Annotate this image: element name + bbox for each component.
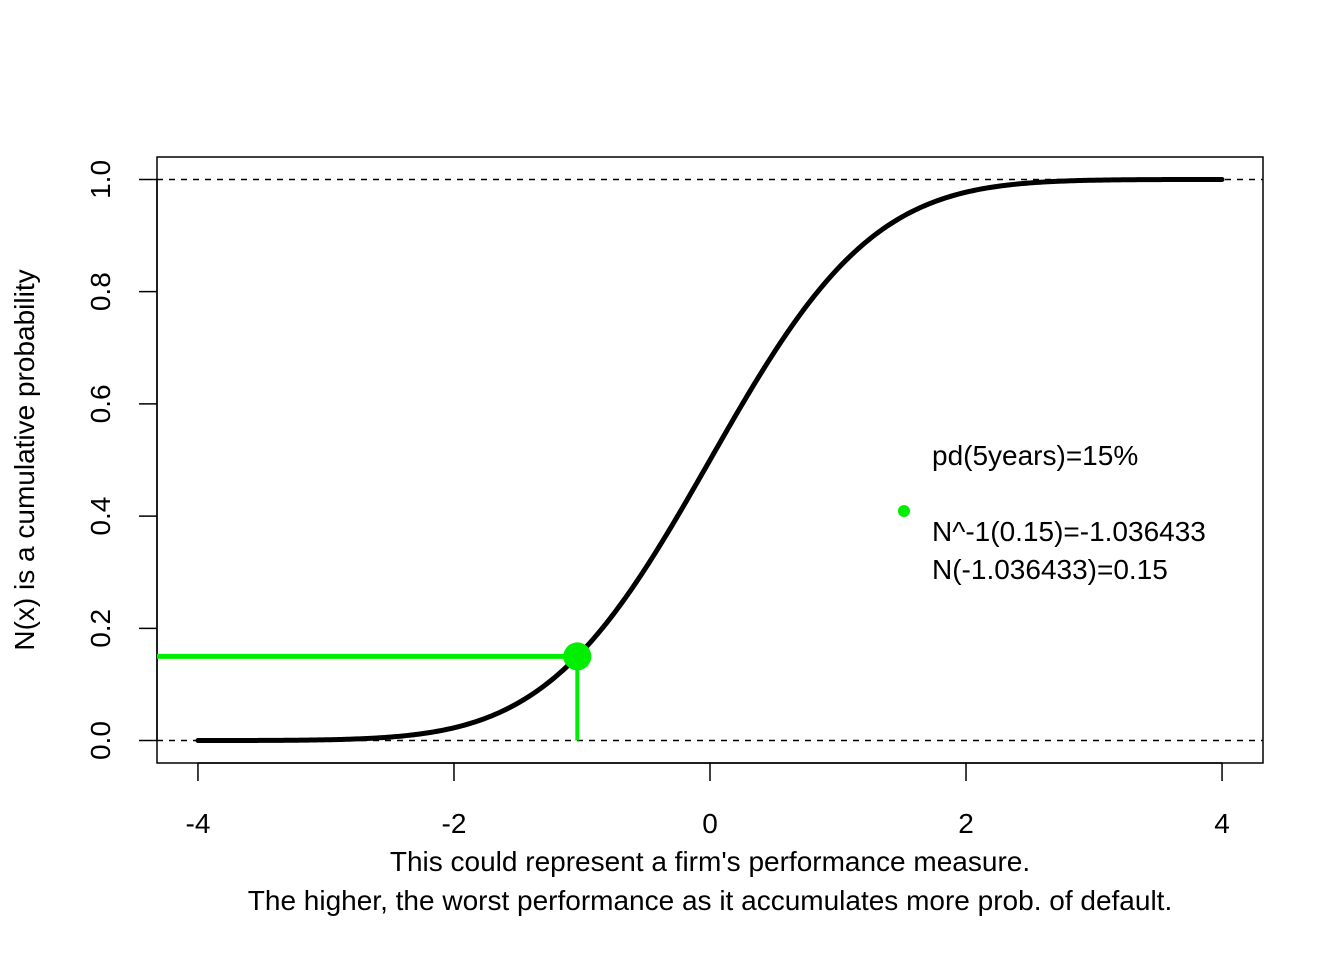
y-tick-label: 0.2 xyxy=(85,609,116,648)
x-tick-label: 4 xyxy=(1214,808,1230,839)
y-tick-label: 0.8 xyxy=(85,272,116,311)
cdf-curve xyxy=(195,176,1225,744)
y-tick-label: 0.0 xyxy=(85,721,116,760)
highlight-group xyxy=(157,642,592,741)
x-tick-label: -4 xyxy=(186,808,211,839)
y-tick-label: 0.6 xyxy=(85,384,116,423)
legend-line-3: N^-1(0.15)=-1.036433 xyxy=(932,516,1206,547)
x-tick-label: 2 xyxy=(958,808,974,839)
x-axis-label-line-1: This could represent a firm's performanc… xyxy=(390,846,1030,877)
legend-marker-dot xyxy=(898,505,910,517)
x-tick-label: 0 xyxy=(702,808,718,839)
y-axis: 0.0 0.2 0.4 0.6 0.8 1.0 xyxy=(85,160,158,760)
highlight-point xyxy=(563,642,592,671)
y-tick-label: 1.0 xyxy=(85,160,116,199)
legend-line-1: pd(5years)=15% xyxy=(932,440,1138,471)
y-tick-label: 0.4 xyxy=(85,497,116,536)
x-axis: -4 -2 0 2 4 xyxy=(186,762,1230,839)
x-tick-label: -2 xyxy=(442,808,467,839)
legend-line-4: N(-1.036433)=0.15 xyxy=(932,554,1168,585)
legend: pd(5years)=15% N^-1(0.15)=-1.036433 N(-1… xyxy=(898,440,1206,585)
y-axis-label: N(x) is a cumulative probability xyxy=(9,269,40,650)
x-axis-label-line-2: The higher, the worst performance as it … xyxy=(248,885,1172,916)
